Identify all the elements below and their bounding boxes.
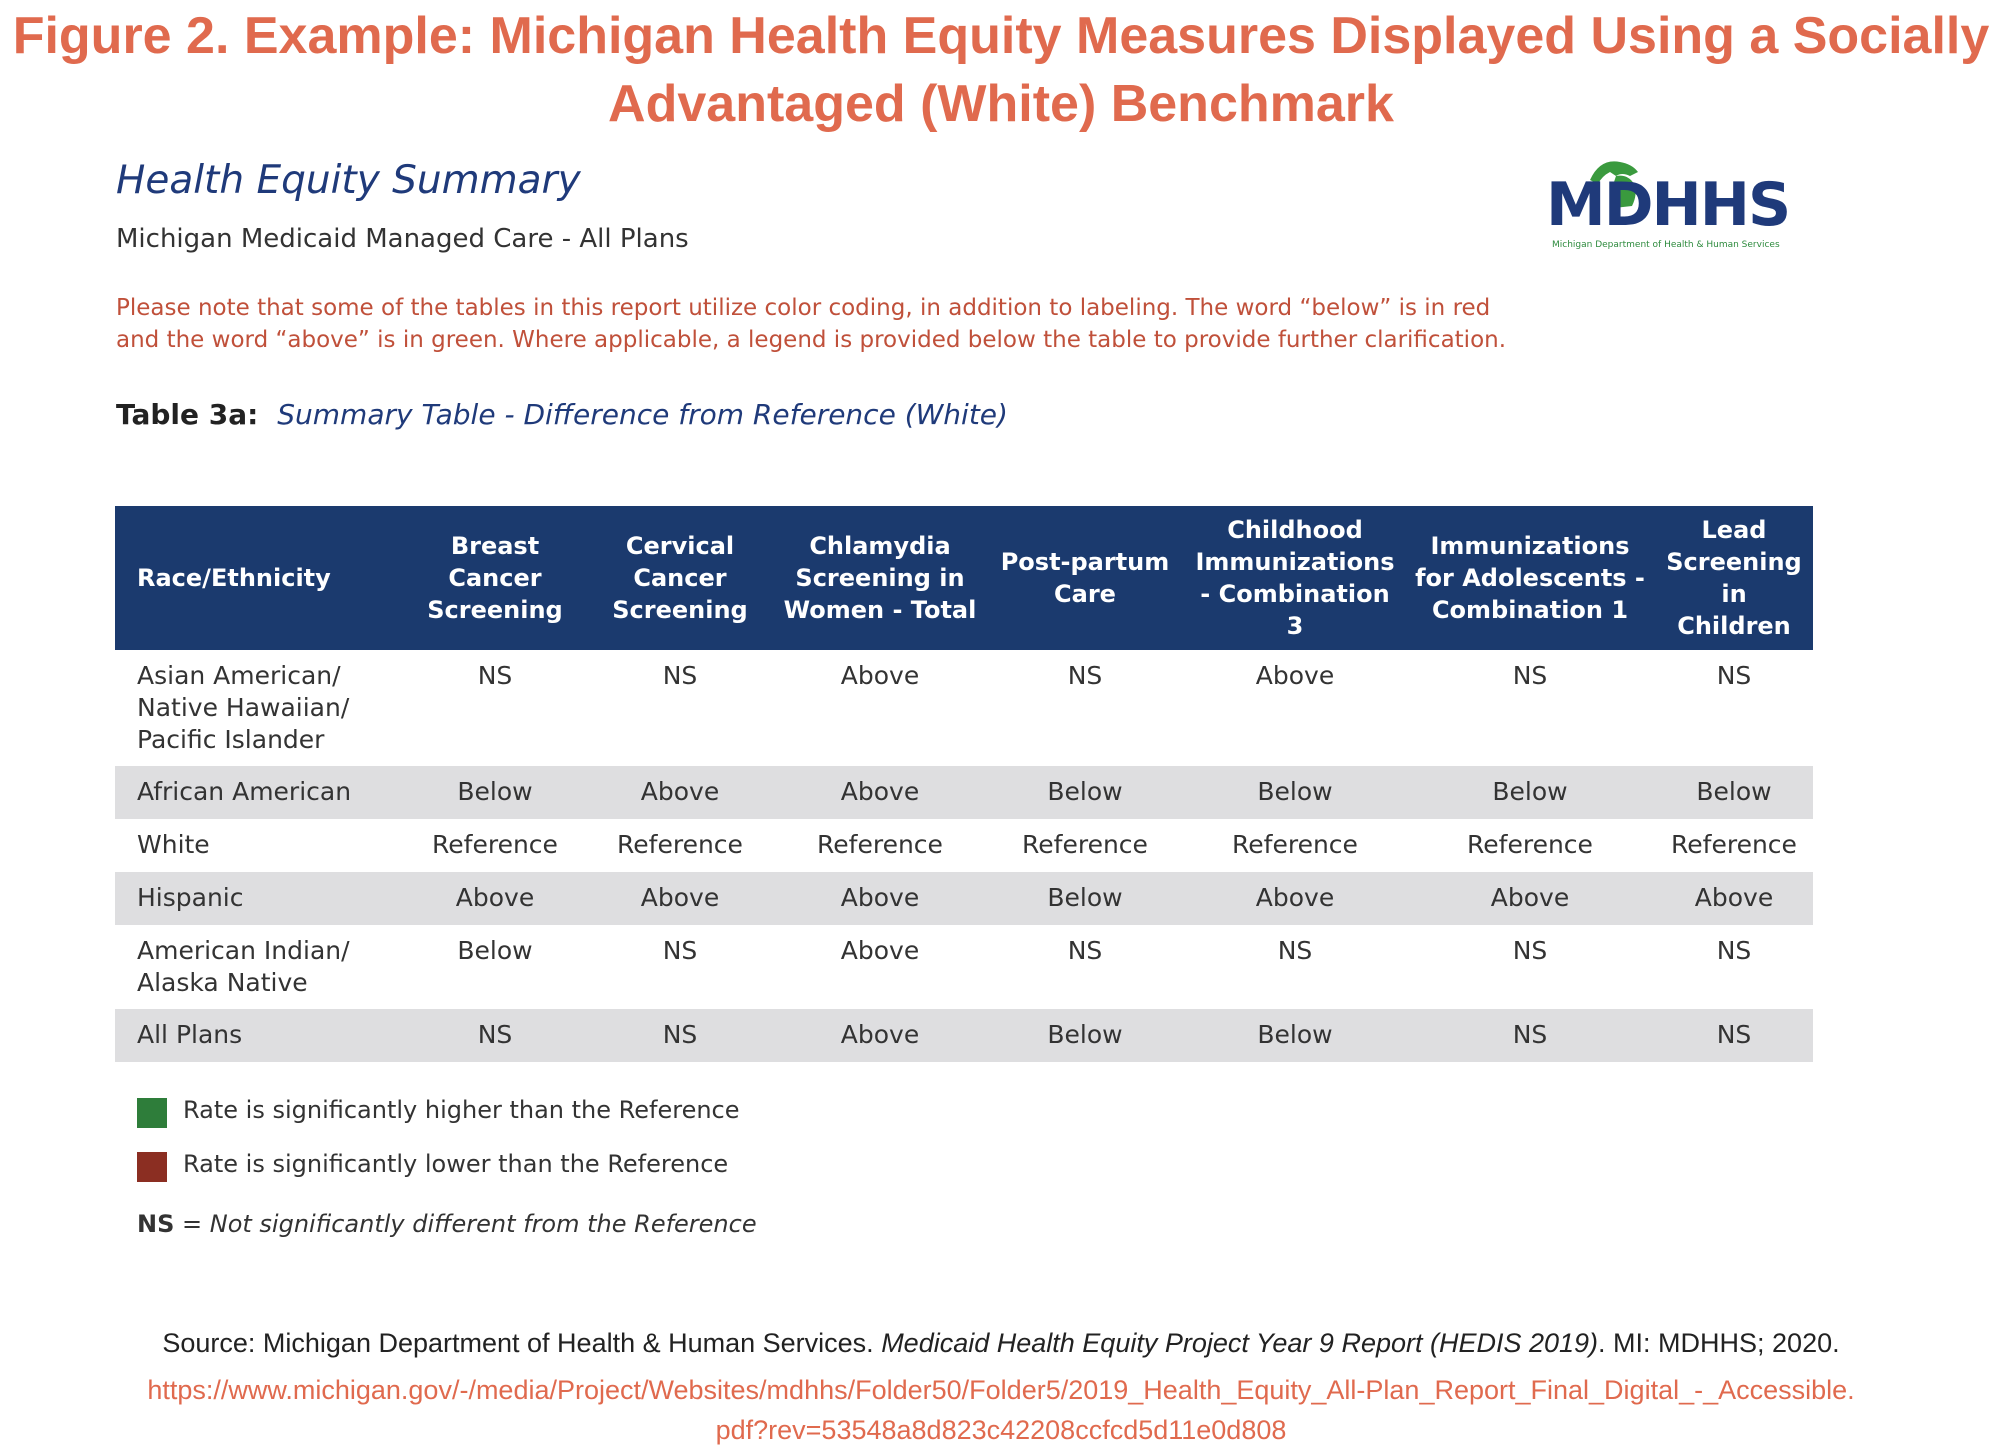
table-row-african-american: African American Below Above Above Below Belo… xyxy=(115,766,1813,819)
table-cell: Reference xyxy=(617,830,743,859)
table-row-white: White Reference Reference Reference Referenc… xyxy=(115,819,1813,872)
logo-text: MDHHS xyxy=(1546,170,1791,240)
table-cell: Reference xyxy=(1671,830,1797,859)
table-cell: Above xyxy=(775,1009,985,1062)
col-header-chlamydia: Chlamydia Screening in Women - Total xyxy=(775,506,985,650)
table-row-asian-american: Asian American/ Native Hawaiian/ Pacific… xyxy=(115,650,1813,766)
col-header-cervical-cancer: Cervical Cancer Screening xyxy=(585,506,775,650)
table-cell: Reference xyxy=(1467,830,1593,859)
table-cell: NS xyxy=(1716,661,1752,690)
table-cell: NS xyxy=(1405,1009,1655,1062)
table-cell: Above xyxy=(405,872,585,925)
table-cell: Above xyxy=(585,872,775,925)
col-header-breast-cancer: Breast Cancer Screening xyxy=(405,506,585,650)
row-label: Hispanic xyxy=(115,872,405,925)
table-cell: NS xyxy=(1277,936,1313,965)
table-cell: Above xyxy=(585,766,775,819)
note-line-1: Please note that some of the tables in t… xyxy=(116,295,1491,321)
figure-title: Figure 2. Example: Michigan Health Equit… xyxy=(0,2,2002,138)
note-line-2: and the word “above” is in green. Where … xyxy=(116,327,1507,353)
table-cell: Below xyxy=(985,1009,1185,1062)
table-cell: NS xyxy=(662,936,698,965)
col-header-adolescent-immunizations: Immunizations for Adolescents - Combinat… xyxy=(1405,506,1655,650)
col-header-childhood-immunizations: Childhood Immunizations - Combination 3 xyxy=(1185,506,1405,650)
table-cell: Above xyxy=(1405,872,1655,925)
michigan-map-icon xyxy=(1590,161,1638,208)
document-subtitle: Michigan Medicaid Managed Care - All Pla… xyxy=(116,224,689,254)
figure-title-line-2: Advantaged (White) Benchmark xyxy=(608,75,1394,133)
source-title: Medicaid Health Equity Project Year 9 Re… xyxy=(881,1328,1599,1358)
color-coding-note: Please note that some of the tables in t… xyxy=(116,292,1516,356)
table-cell: Above xyxy=(1655,872,1813,925)
row-label: African American xyxy=(115,766,405,819)
table-row-american-indian: American Indian/ Alaska Native Below NS Abo… xyxy=(115,925,1813,1009)
col-header-lead-screening: Lead Screening in Children xyxy=(1655,506,1813,650)
table-caption-text: Summary Table - Difference from Referenc… xyxy=(277,398,1008,431)
table-cell: NS xyxy=(1067,661,1103,690)
table-cell: Reference xyxy=(817,830,943,859)
ns-key: NS xyxy=(137,1210,175,1238)
table-cell: NS xyxy=(585,1009,775,1062)
table-header-row: Race/Ethnicity Breast Cancer Screening C… xyxy=(115,506,1813,650)
table-cell: NS xyxy=(1655,1009,1813,1062)
table-cell: Above xyxy=(775,766,985,819)
legend-swatch-green xyxy=(137,1098,167,1128)
table-cell: Below xyxy=(1655,766,1813,819)
source-prefix: Source: Michigan Department of Health & … xyxy=(162,1328,882,1358)
legend-text-lower: Rate is significantly lower than the Ref… xyxy=(183,1150,729,1178)
table-cell: Below xyxy=(1185,766,1405,819)
table-cell: NS xyxy=(1067,936,1103,965)
summary-table: Race/Ethnicity Breast Cancer Screening C… xyxy=(115,506,1813,1062)
source-url[interactable]: https://www.michigan.gov/-/media/Project… xyxy=(0,1370,2002,1450)
table-caption: Table 3a: Summary Table - Difference fro… xyxy=(116,398,1008,431)
table-cell: Below xyxy=(1185,1009,1405,1062)
ns-text: = Not significantly different from the R… xyxy=(182,1210,757,1238)
row-label: White xyxy=(137,830,210,859)
table-cell: Below xyxy=(985,872,1185,925)
source-suffix: . MI: MDHHS; 2020. xyxy=(1598,1328,1840,1358)
table-cell: Reference xyxy=(432,830,558,859)
mdhhs-logo: MDHHS Michigan Department of Health & Hu… xyxy=(1546,150,1806,260)
table-caption-label: Table 3a: xyxy=(116,398,259,431)
table-row-all-plans: All Plans NS NS Above Below Below NS NS xyxy=(115,1009,1813,1062)
table-cell: Below xyxy=(457,936,533,965)
legend-text-higher: Rate is significantly higher than the Re… xyxy=(183,1096,740,1124)
table-cell: NS xyxy=(1512,936,1548,965)
row-label: All Plans xyxy=(115,1009,405,1062)
legend-swatch-red xyxy=(137,1152,167,1182)
table-cell: NS xyxy=(405,1009,585,1062)
row-label: American Indian/ Alaska Native xyxy=(137,936,350,997)
table-row-hispanic: Hispanic Above Above Above Below Above Above Ab… xyxy=(115,872,1813,925)
figure-title-line-1: Figure 2. Example: Michigan Health Equit… xyxy=(12,7,1990,65)
source-url-line-2[interactable]: pdf?rev=53548a8d823c42208ccfcd5d11e0d808 xyxy=(715,1415,1287,1445)
table-cell: Above xyxy=(1185,872,1405,925)
table-cell: Below xyxy=(1405,766,1655,819)
table-cell: Below xyxy=(985,766,1185,819)
table-cell: Reference xyxy=(1022,830,1148,859)
source-citation: Source: Michigan Department of Health & … xyxy=(0,1328,2002,1359)
table-cell: NS xyxy=(1716,936,1752,965)
col-header-race-ethnicity: Race/Ethnicity xyxy=(115,506,405,650)
table-cell: Above xyxy=(840,936,920,965)
table-cell: NS xyxy=(477,661,513,690)
table-cell: Above xyxy=(840,661,920,690)
table-cell: Reference xyxy=(1232,830,1358,859)
source-url-line-1[interactable]: https://www.michigan.gov/-/media/Project… xyxy=(147,1375,1855,1405)
ns-legend: NS = Not significantly different from th… xyxy=(137,1210,757,1238)
table-cell: Above xyxy=(775,872,985,925)
table-cell: NS xyxy=(1512,661,1548,690)
row-label: Asian American/ Native Hawaiian/ Pacific… xyxy=(137,661,350,754)
col-header-post-partum: Post-partum Care xyxy=(985,506,1185,650)
table-cell: Below xyxy=(405,766,585,819)
logo-subtext: Michigan Department of Health & Human Se… xyxy=(1552,240,1780,250)
document-title: Health Equity Summary xyxy=(116,158,581,203)
table-cell: NS xyxy=(662,661,698,690)
table-cell: Above xyxy=(1255,661,1335,690)
